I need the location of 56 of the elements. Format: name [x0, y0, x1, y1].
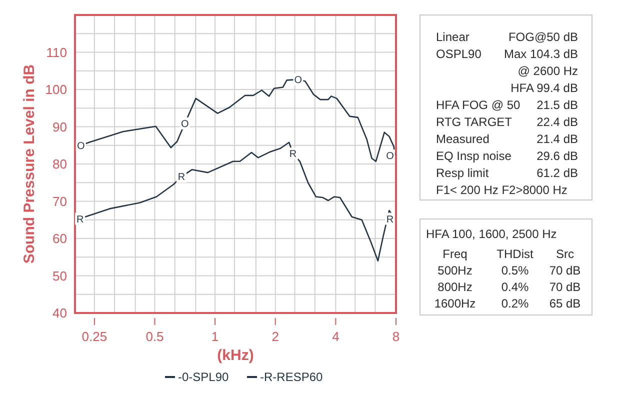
y-tick-label: 50: [52, 268, 67, 284]
text: Linear: [436, 30, 470, 44]
text: 29.6 dB: [536, 149, 578, 164]
x-tick-label: 0.25: [82, 329, 108, 344]
y-tick-label: 80: [52, 156, 67, 172]
x-tick-label: 0.5: [146, 329, 164, 344]
text: 70 dB: [549, 280, 581, 294]
text: Freq: [442, 247, 468, 262]
text: HFA 99.4 dB: [510, 81, 578, 96]
text: 500Hz: [438, 264, 472, 278]
x-axis-title: (kHz): [217, 347, 254, 364]
annotation: R: [178, 172, 186, 184]
text: 65 dB: [549, 296, 581, 311]
text: 21.4 dB: [536, 132, 578, 146]
text: 61.2 dB: [536, 166, 578, 180]
text: THDist: [496, 247, 534, 262]
annotation: R: [289, 149, 297, 160]
text: OSPL90: [436, 47, 482, 62]
text: F1< 200 Hz F2>8000 Hz: [436, 183, 568, 198]
text: HFA FOG @ 50: [436, 98, 521, 112]
text: RTG TARGET: [436, 115, 513, 130]
text: Measured: [436, 132, 490, 146]
text: 0.4%: [501, 280, 529, 294]
text: @ 2600 Hz: [518, 64, 578, 78]
text: 70 dB: [549, 264, 581, 278]
text: 0.2%: [501, 296, 529, 311]
text: HFA 100, 1600, 2500 Hz: [426, 227, 557, 242]
x-tick-label: 4: [332, 329, 340, 344]
text: 22.4 dB: [536, 115, 578, 130]
text: 1600Hz: [434, 296, 476, 311]
annotation: O: [76, 140, 85, 152]
annotation: O: [294, 74, 302, 86]
y-tick-label: 60: [52, 231, 67, 246]
annotation: R: [76, 214, 84, 226]
x-tick-label: 8: [392, 329, 400, 344]
text: Max 104.3 dB: [504, 47, 578, 62]
x-tick-label: 1: [211, 329, 219, 344]
y-tick-label: 100: [45, 82, 67, 98]
text: 21.5 dB: [536, 98, 578, 112]
x-tick-label: 2: [272, 329, 279, 344]
text: Resp limit: [436, 166, 490, 180]
text: Src: [556, 247, 574, 262]
annotation: O: [386, 150, 394, 162]
y-axis-title: Sound Pressure Level in dB: [21, 64, 38, 264]
annotation: R: [386, 214, 394, 226]
text: FOG@50 dB: [508, 30, 578, 44]
legend-label: -0-SPL90: [178, 370, 230, 384]
y-tick-label: 110: [46, 44, 67, 60]
text: 0.5%: [501, 264, 529, 278]
y-tick-label: 90: [52, 119, 67, 134]
annotation: O: [180, 118, 189, 130]
legend-label: -R-RESP60: [260, 370, 324, 384]
y-tick-label: 40: [52, 306, 67, 321]
text: 800Hz: [438, 280, 472, 294]
y-tick-label: 70: [52, 194, 67, 209]
text: EQ Insp noise: [436, 149, 512, 164]
